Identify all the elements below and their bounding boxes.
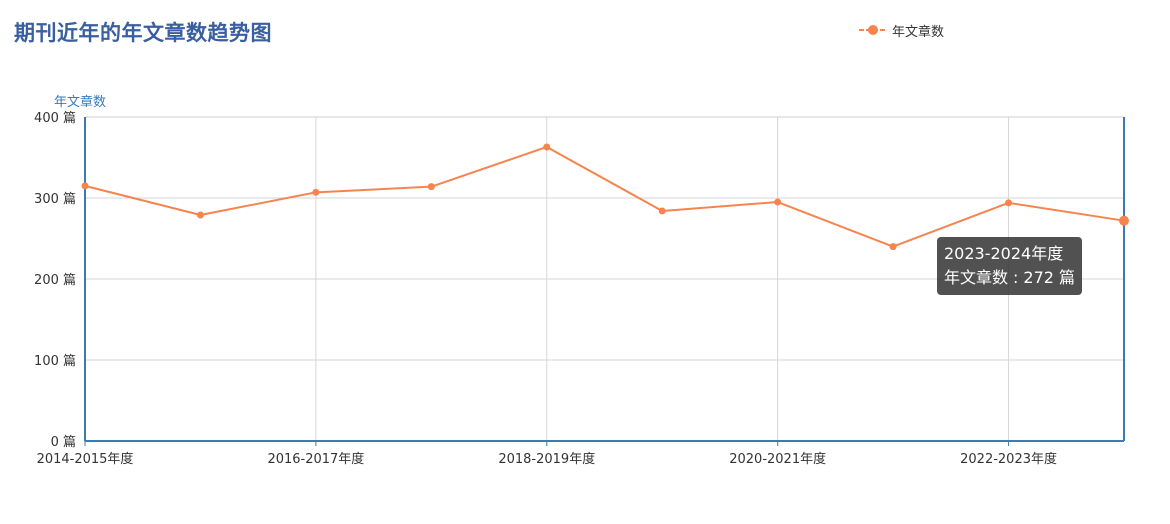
x-tick-label: 2020-2021年度 xyxy=(729,451,826,467)
y-axis-label: 年文章数 xyxy=(54,94,106,110)
axes xyxy=(84,116,1125,446)
tooltip-category: 2023-2024年度 xyxy=(944,244,1064,263)
x-tick-label: 2018-2019年度 xyxy=(498,451,595,467)
tooltip-value: 272 篇 xyxy=(1023,268,1076,287)
x-tick-label: 2016-2017年度 xyxy=(267,451,364,467)
legend-item[interactable]: 年文章数 xyxy=(858,20,944,40)
legend-marker-icon xyxy=(859,25,887,35)
data-point[interactable] xyxy=(774,198,782,206)
data-point[interactable] xyxy=(81,182,89,190)
tooltip-series-label: 年文章数 xyxy=(944,268,1009,287)
data-point[interactable] xyxy=(427,183,435,191)
data-point[interactable] xyxy=(1119,215,1129,226)
y-tick-label: 400 篇 xyxy=(34,111,76,126)
data-point[interactable] xyxy=(312,188,320,196)
y-tick-label: 300 篇 xyxy=(34,192,76,207)
chart-title: 期刊近年的年文章数趋势图 xyxy=(14,21,272,45)
x-axis-ticks: 2014-2015年度 2016-2017年度 2018-2019年度 2020-20… xyxy=(37,451,1057,467)
series-year-articles xyxy=(81,143,1129,251)
legend-label: 年文章数 xyxy=(892,24,945,40)
y-axis-ticks: 0 篇 100 篇 200 篇 300 篇 400 篇 xyxy=(34,111,76,450)
data-point[interactable] xyxy=(543,143,551,151)
series-line xyxy=(84,145,1125,248)
y-tick-label: 200 篇 xyxy=(34,273,76,288)
y-tick-label: 0 篇 xyxy=(51,435,76,450)
data-point[interactable] xyxy=(196,211,204,219)
data-point[interactable] xyxy=(658,207,666,215)
x-tick-label: 2014-2015年度 xyxy=(37,451,134,467)
data-point[interactable] xyxy=(889,243,897,251)
y-tick-label: 100 篇 xyxy=(34,354,76,369)
x-tick-label: 2022-2023年度 xyxy=(960,451,1057,467)
data-tooltip: 2023-2024年度 年文章数 : 272 篇 xyxy=(937,237,1083,295)
data-point[interactable] xyxy=(1005,199,1013,207)
tooltip-separator: : xyxy=(1013,268,1019,287)
